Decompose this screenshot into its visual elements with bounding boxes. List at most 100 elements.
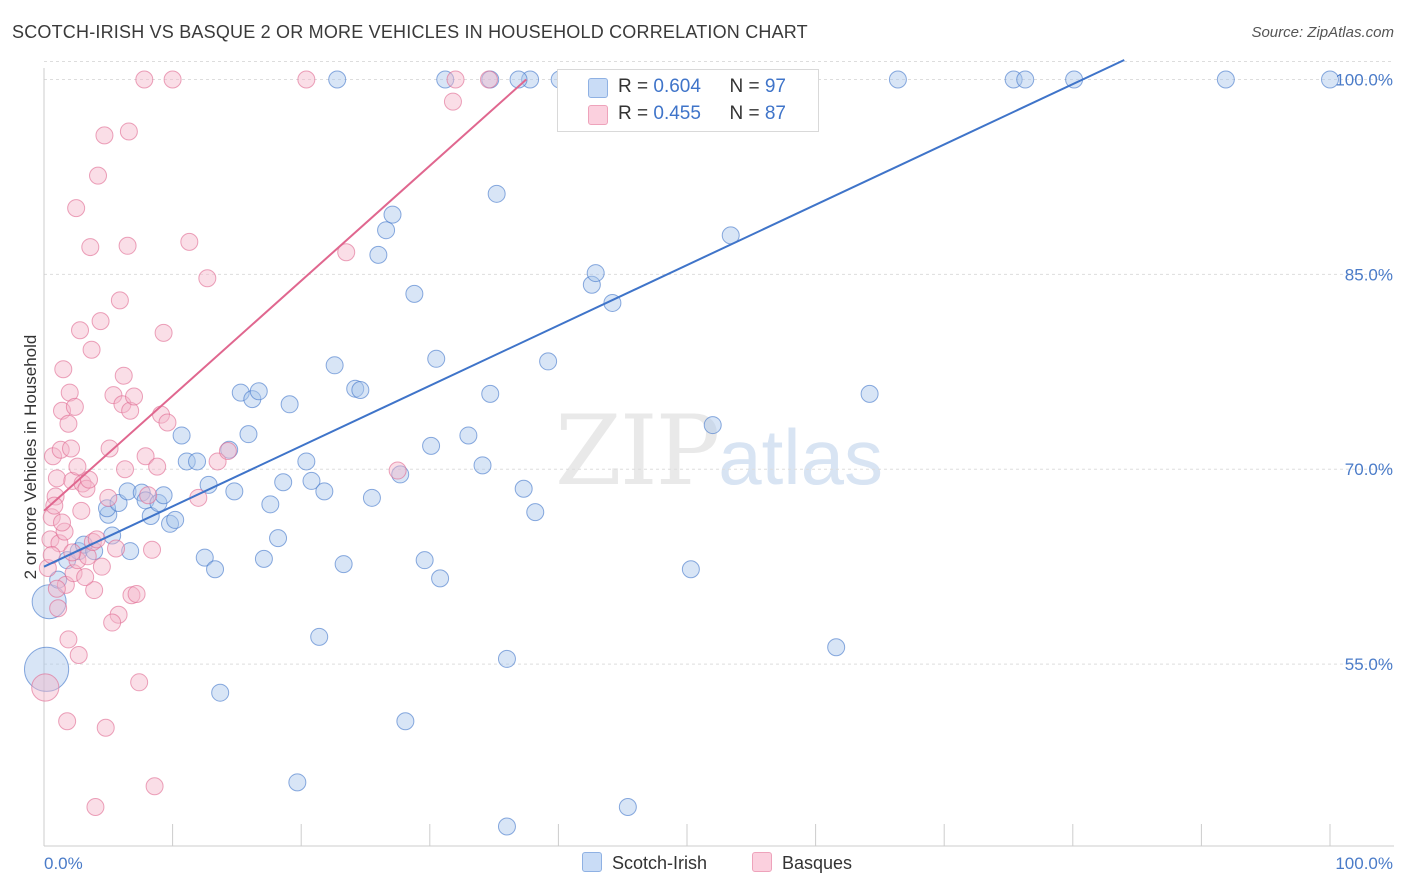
scotch-irish-point [539,352,558,371]
basques-point [446,70,465,89]
scotch-irish-point [154,486,173,505]
scotch-irish-point [377,221,396,240]
scotch-irish-point [1216,70,1235,89]
basques-point [76,568,95,587]
bottom-legend-label: Scotch-Irish [612,853,708,873]
basques-point [180,232,199,251]
scotch-irish-point [188,452,207,471]
scotch-irish-point [459,426,478,445]
scotch-irish-point [172,426,191,445]
basques-point [45,496,64,515]
scotch-irish-point [369,245,388,264]
y-tick-label: 100.0% [1335,70,1393,89]
axes [43,68,1394,847]
basques-point [103,613,122,632]
basques-point [60,383,79,402]
scotch-irish-point [497,649,516,668]
scotch-irish-point [325,356,344,375]
tick-labels: 55.0% 70.0% 85.0% 100.0% 0.0% 100.0% [44,70,1393,873]
scotch-irish-point [328,70,347,89]
source-label: Source: ZipAtlas.com [1251,24,1394,41]
scotch-irish-point [315,482,334,501]
basques-point [145,777,164,796]
legend-swatch-basques [588,105,608,125]
basques-point [104,386,123,405]
bottom-legend-scotch-irish: Scotch-Irish [582,852,707,874]
data-points [23,70,1339,836]
scotch-irish-point [334,555,353,574]
basques-point [42,508,61,527]
basques-point [198,269,217,288]
bottom-legend-swatch-pink [752,852,772,872]
bottom-legend-label: Basques [782,853,853,873]
scotch-irish-point [427,349,446,368]
scotch-irish-point [206,560,225,579]
basques-point [443,92,462,111]
basques-point [53,513,72,532]
basques-point [99,488,118,507]
basques-point [139,486,158,505]
legend-r-label: R = [618,103,654,124]
basques-point [59,414,78,433]
scotch-irish-point [118,482,137,501]
scotch-irish-point [269,529,288,548]
basques-point [148,457,167,476]
basques-point [72,501,91,520]
scotch-irish-point [351,380,370,399]
scotch-irish-point [310,627,329,646]
basques-point [479,70,498,89]
scotch-irish-point [383,205,402,224]
basques-point [68,457,87,476]
legend-swatch-scotch-irish [588,78,608,98]
basques-point [297,70,316,89]
scotch-irish-point [586,264,605,283]
scotch-irish-point [481,384,500,403]
scotch-irish-point [827,638,846,657]
scotch-irish-point [703,416,722,435]
bottom-legend-basques: Basques [752,852,852,874]
basques-point [81,238,100,257]
basques-point [41,530,60,549]
basques-point [95,126,114,145]
basques-point [44,447,63,466]
basques-point [59,630,78,649]
basques-trend-line [43,78,527,512]
watermark-zip: ZIP [555,395,720,507]
scotch-irish-point [487,184,506,203]
scotch-irish-point [415,551,434,570]
scotch-irish-point [497,817,516,836]
basques-point [80,470,99,489]
scotch-irish-point [274,473,293,492]
scotch-irish-point [254,549,273,568]
chart-title: SCOTCH-IRISH VS BASQUE 2 OR MORE VEHICLE… [12,22,808,42]
basques-point [78,547,97,566]
basques-point [85,581,104,600]
scotch-irish-point [888,70,907,89]
basques-point [118,236,137,255]
x-tick-label: 0.0% [44,854,83,873]
scotch-irish-point [618,798,637,817]
scotch-irish-point [436,70,455,89]
basques-point [62,439,81,458]
basques-point [54,360,73,379]
basques-point [31,673,60,702]
basques-point [135,70,154,89]
basques-point [110,291,129,310]
x-tick-label: 100.0% [1335,854,1393,873]
y-tick-label: 85.0% [1345,265,1393,284]
basques-point [143,540,162,559]
scotch-irish-point [526,503,545,522]
scotch-irish-point [582,275,601,294]
basques-point [121,401,140,420]
bottom-legend-swatch-blue [582,852,602,872]
scotch-irish-point [1321,70,1339,89]
scotch-irish-point [261,495,280,514]
basques-point [91,312,110,331]
basques-point [119,122,138,141]
scotch-irish-point [249,382,268,401]
basques-point [125,387,144,406]
basques-point [82,340,101,359]
scotch-irish-point [302,471,321,490]
scotch-irish-point [288,773,307,792]
basques-point [163,70,182,89]
